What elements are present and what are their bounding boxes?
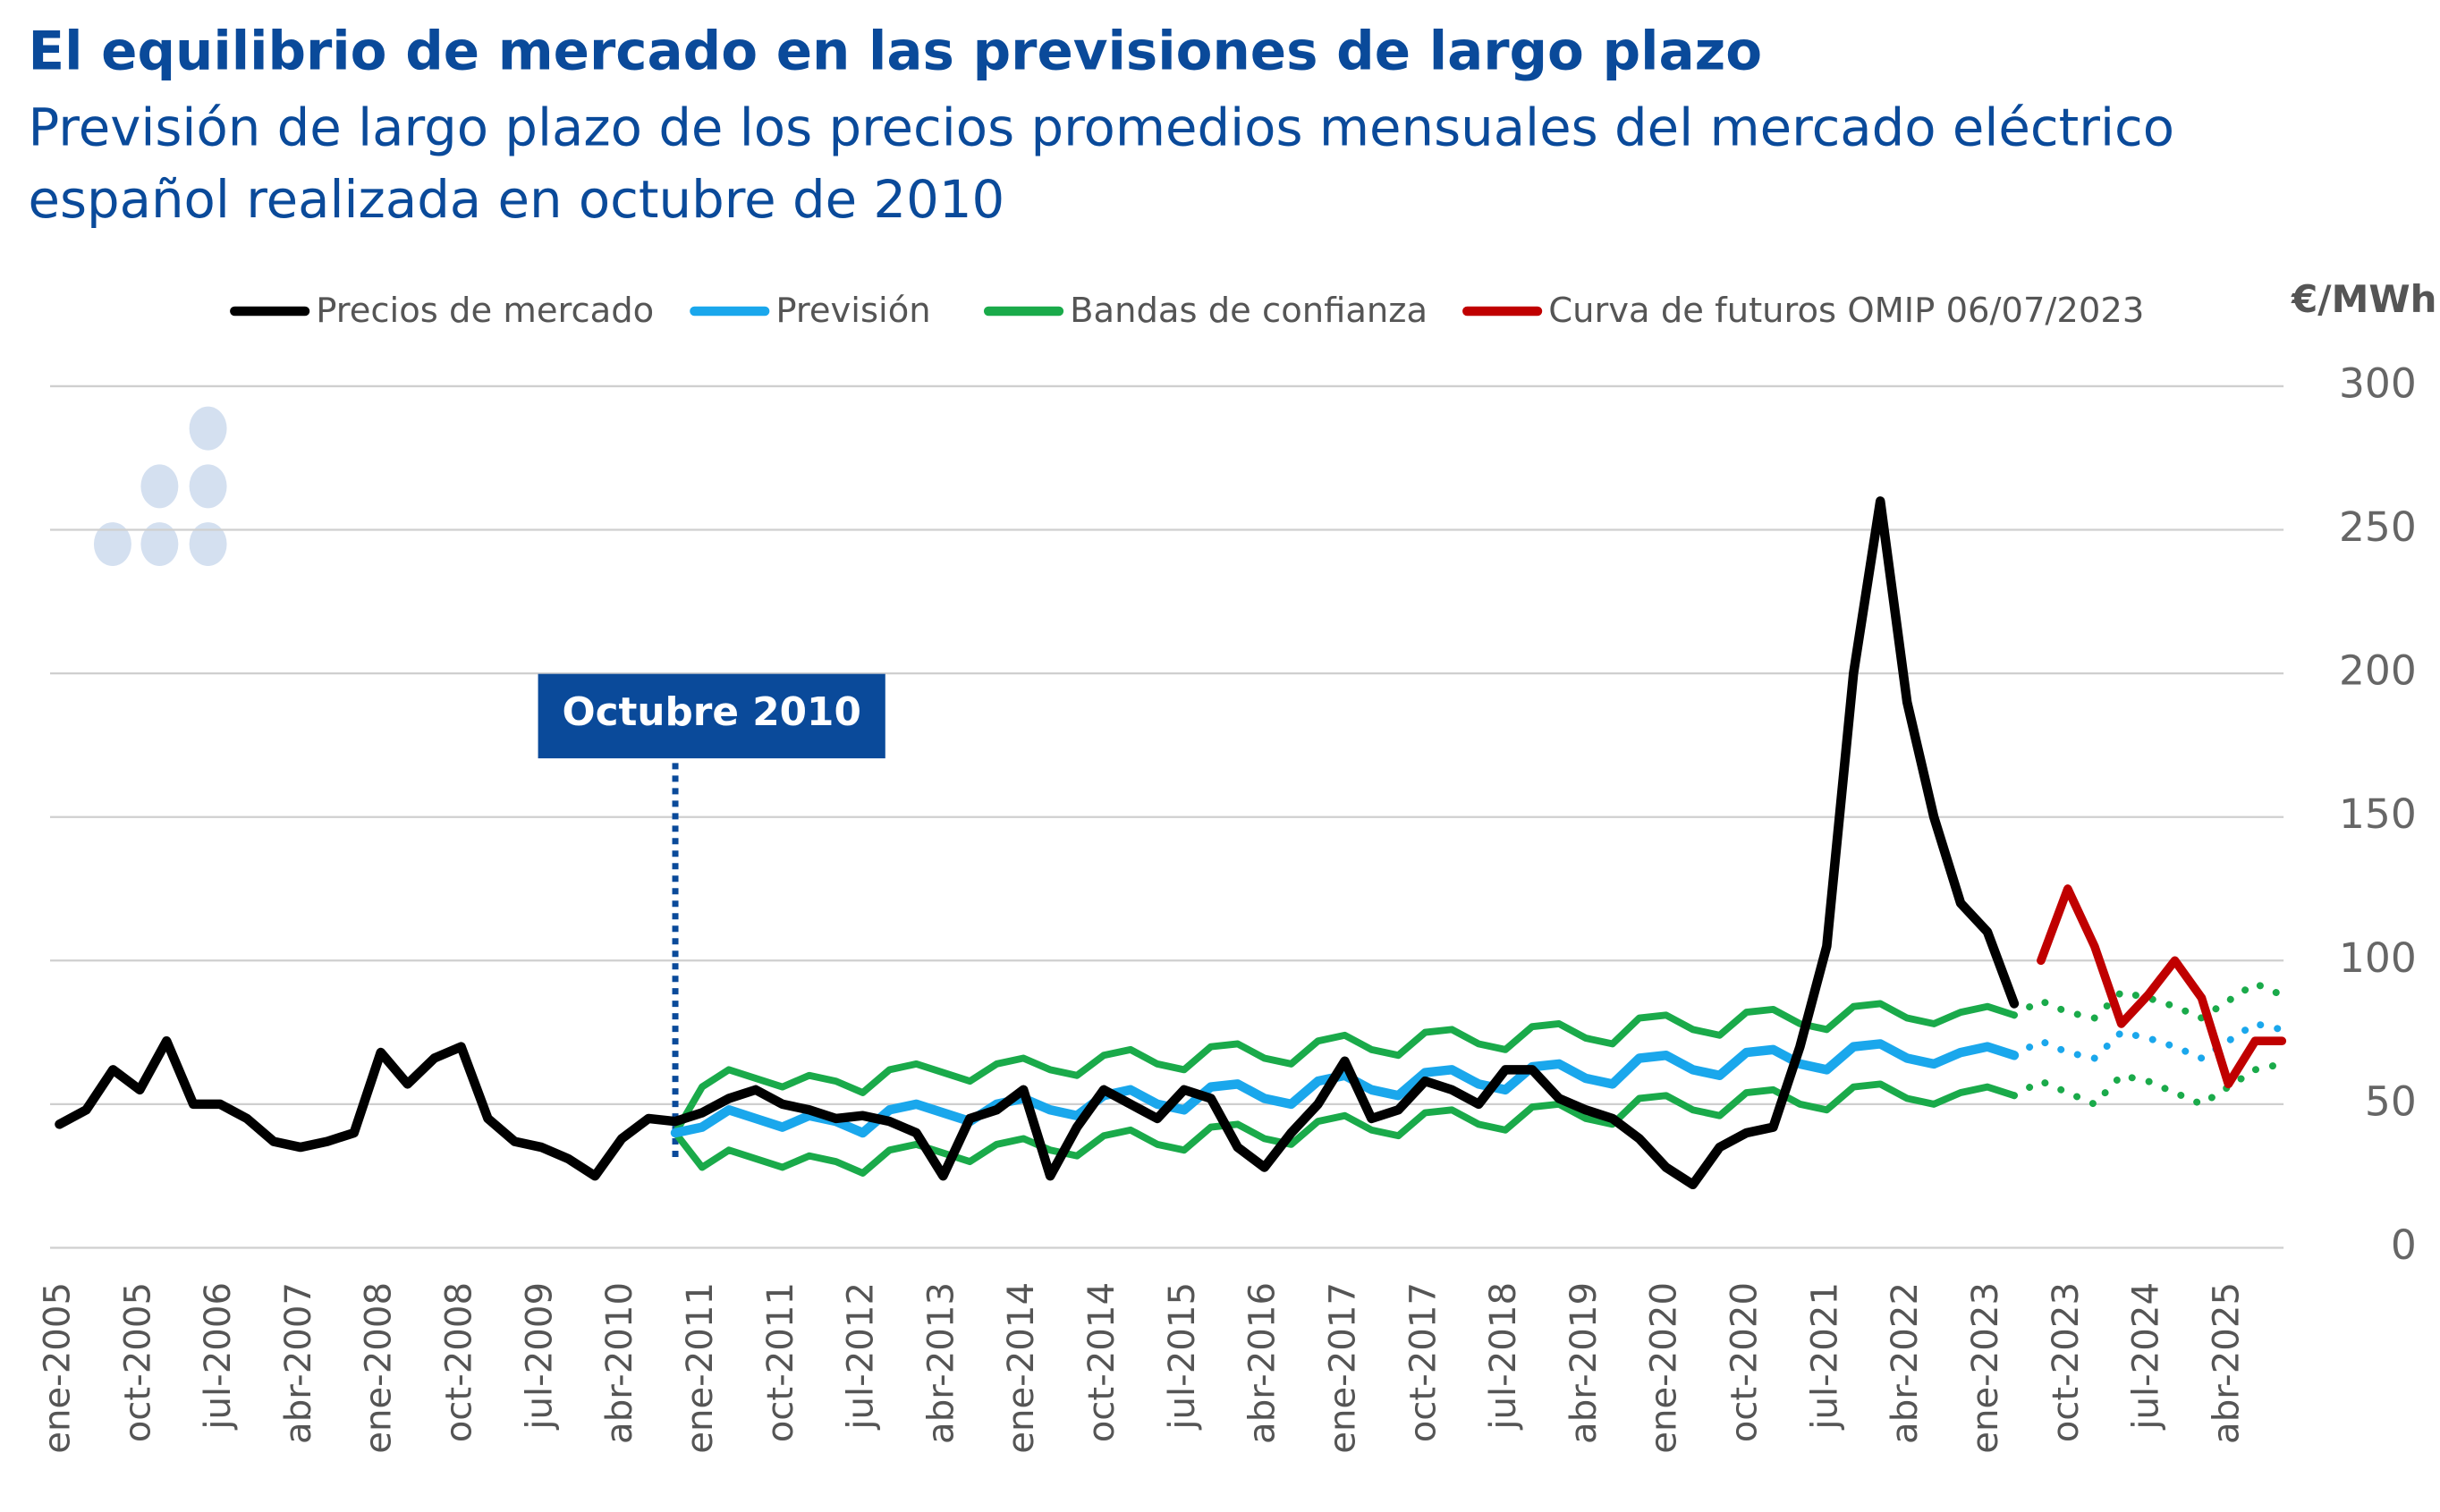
y-tick-label: 250 [2339, 503, 2417, 551]
chart-subtitle: español realizada en octubre de 2010 [28, 169, 1004, 230]
x-tick-label: abr-2025 [2206, 1282, 2247, 1444]
x-tick-label: jul-2015 [1162, 1282, 1203, 1431]
series-line [2010, 1060, 2286, 1108]
x-tick-label: jul-2012 [841, 1282, 882, 1431]
x-tick-label: ene-2008 [359, 1282, 400, 1454]
annotation-box [538, 673, 885, 759]
legend-label: Previsión [775, 291, 930, 331]
x-tick-label: abr-2010 [599, 1282, 640, 1444]
x-tick-label: abr-2022 [1885, 1282, 1926, 1444]
logo [93, 406, 227, 567]
y-tick-label: 50 [2365, 1077, 2417, 1125]
x-tick-label: jul-2006 [198, 1282, 239, 1431]
y-tick-label: 150 [2339, 790, 2417, 838]
legend-label: Curva de futuros OMIP 06/07/2023 [1548, 291, 2144, 331]
x-tick-label: ene-2005 [37, 1282, 78, 1454]
x-tick-label: ene-2020 [1644, 1282, 1685, 1454]
y-tick-label: 100 [2339, 934, 2417, 982]
series-line [2010, 980, 2286, 1022]
y-tick-label: 200 [2339, 647, 2417, 695]
x-tick-label: oct-2014 [1081, 1282, 1123, 1442]
x-tick-label: jul-2018 [1483, 1282, 1524, 1431]
x-tick-label: oct-2023 [2046, 1282, 2087, 1442]
chart-subtitle: Previsión de largo plazo de los precios … [28, 97, 2174, 158]
x-tick-label: jul-2009 [519, 1282, 560, 1431]
legend-label: Bandas de confianza [1070, 291, 1428, 331]
x-tick-label: abr-2007 [278, 1282, 319, 1444]
x-tick-label: abr-2016 [1242, 1282, 1284, 1444]
series-line [2037, 884, 2287, 1089]
x-tick-label: oct-2020 [1724, 1282, 1766, 1442]
x-tick-label: ene-2017 [1322, 1282, 1363, 1454]
series-line [55, 496, 2020, 1190]
x-tick-label: abr-2013 [920, 1282, 962, 1444]
series-line [672, 1000, 2018, 1136]
annotation: Octubre 2010 [562, 689, 860, 735]
series-line [2010, 1020, 2286, 1062]
x-tick-label: oct-2008 [439, 1282, 480, 1442]
x-tick-label: oct-2017 [1402, 1282, 1444, 1442]
x-tick-label: oct-2005 [117, 1282, 158, 1442]
y-tick-label: 300 [2339, 359, 2417, 407]
x-tick-label: oct-2011 [760, 1282, 801, 1442]
x-tick-label: ene-2014 [1001, 1282, 1042, 1454]
x-tick-label: jul-2024 [2126, 1282, 2167, 1431]
legend-label: Precios de mercado [316, 291, 654, 331]
x-tick-label: abr-2019 [1563, 1282, 1605, 1444]
x-tick-label: ene-2011 [680, 1282, 721, 1454]
y-axis-label: €/MWh [2291, 277, 2436, 321]
x-tick-label: ene-2023 [1965, 1282, 2006, 1454]
y-tick-label: 0 [2391, 1221, 2417, 1269]
x-tick-label: jul-2021 [1804, 1282, 1845, 1431]
chart-title: El equilibrio de mercado en las previsio… [28, 21, 1762, 82]
series-line [672, 1080, 2018, 1177]
